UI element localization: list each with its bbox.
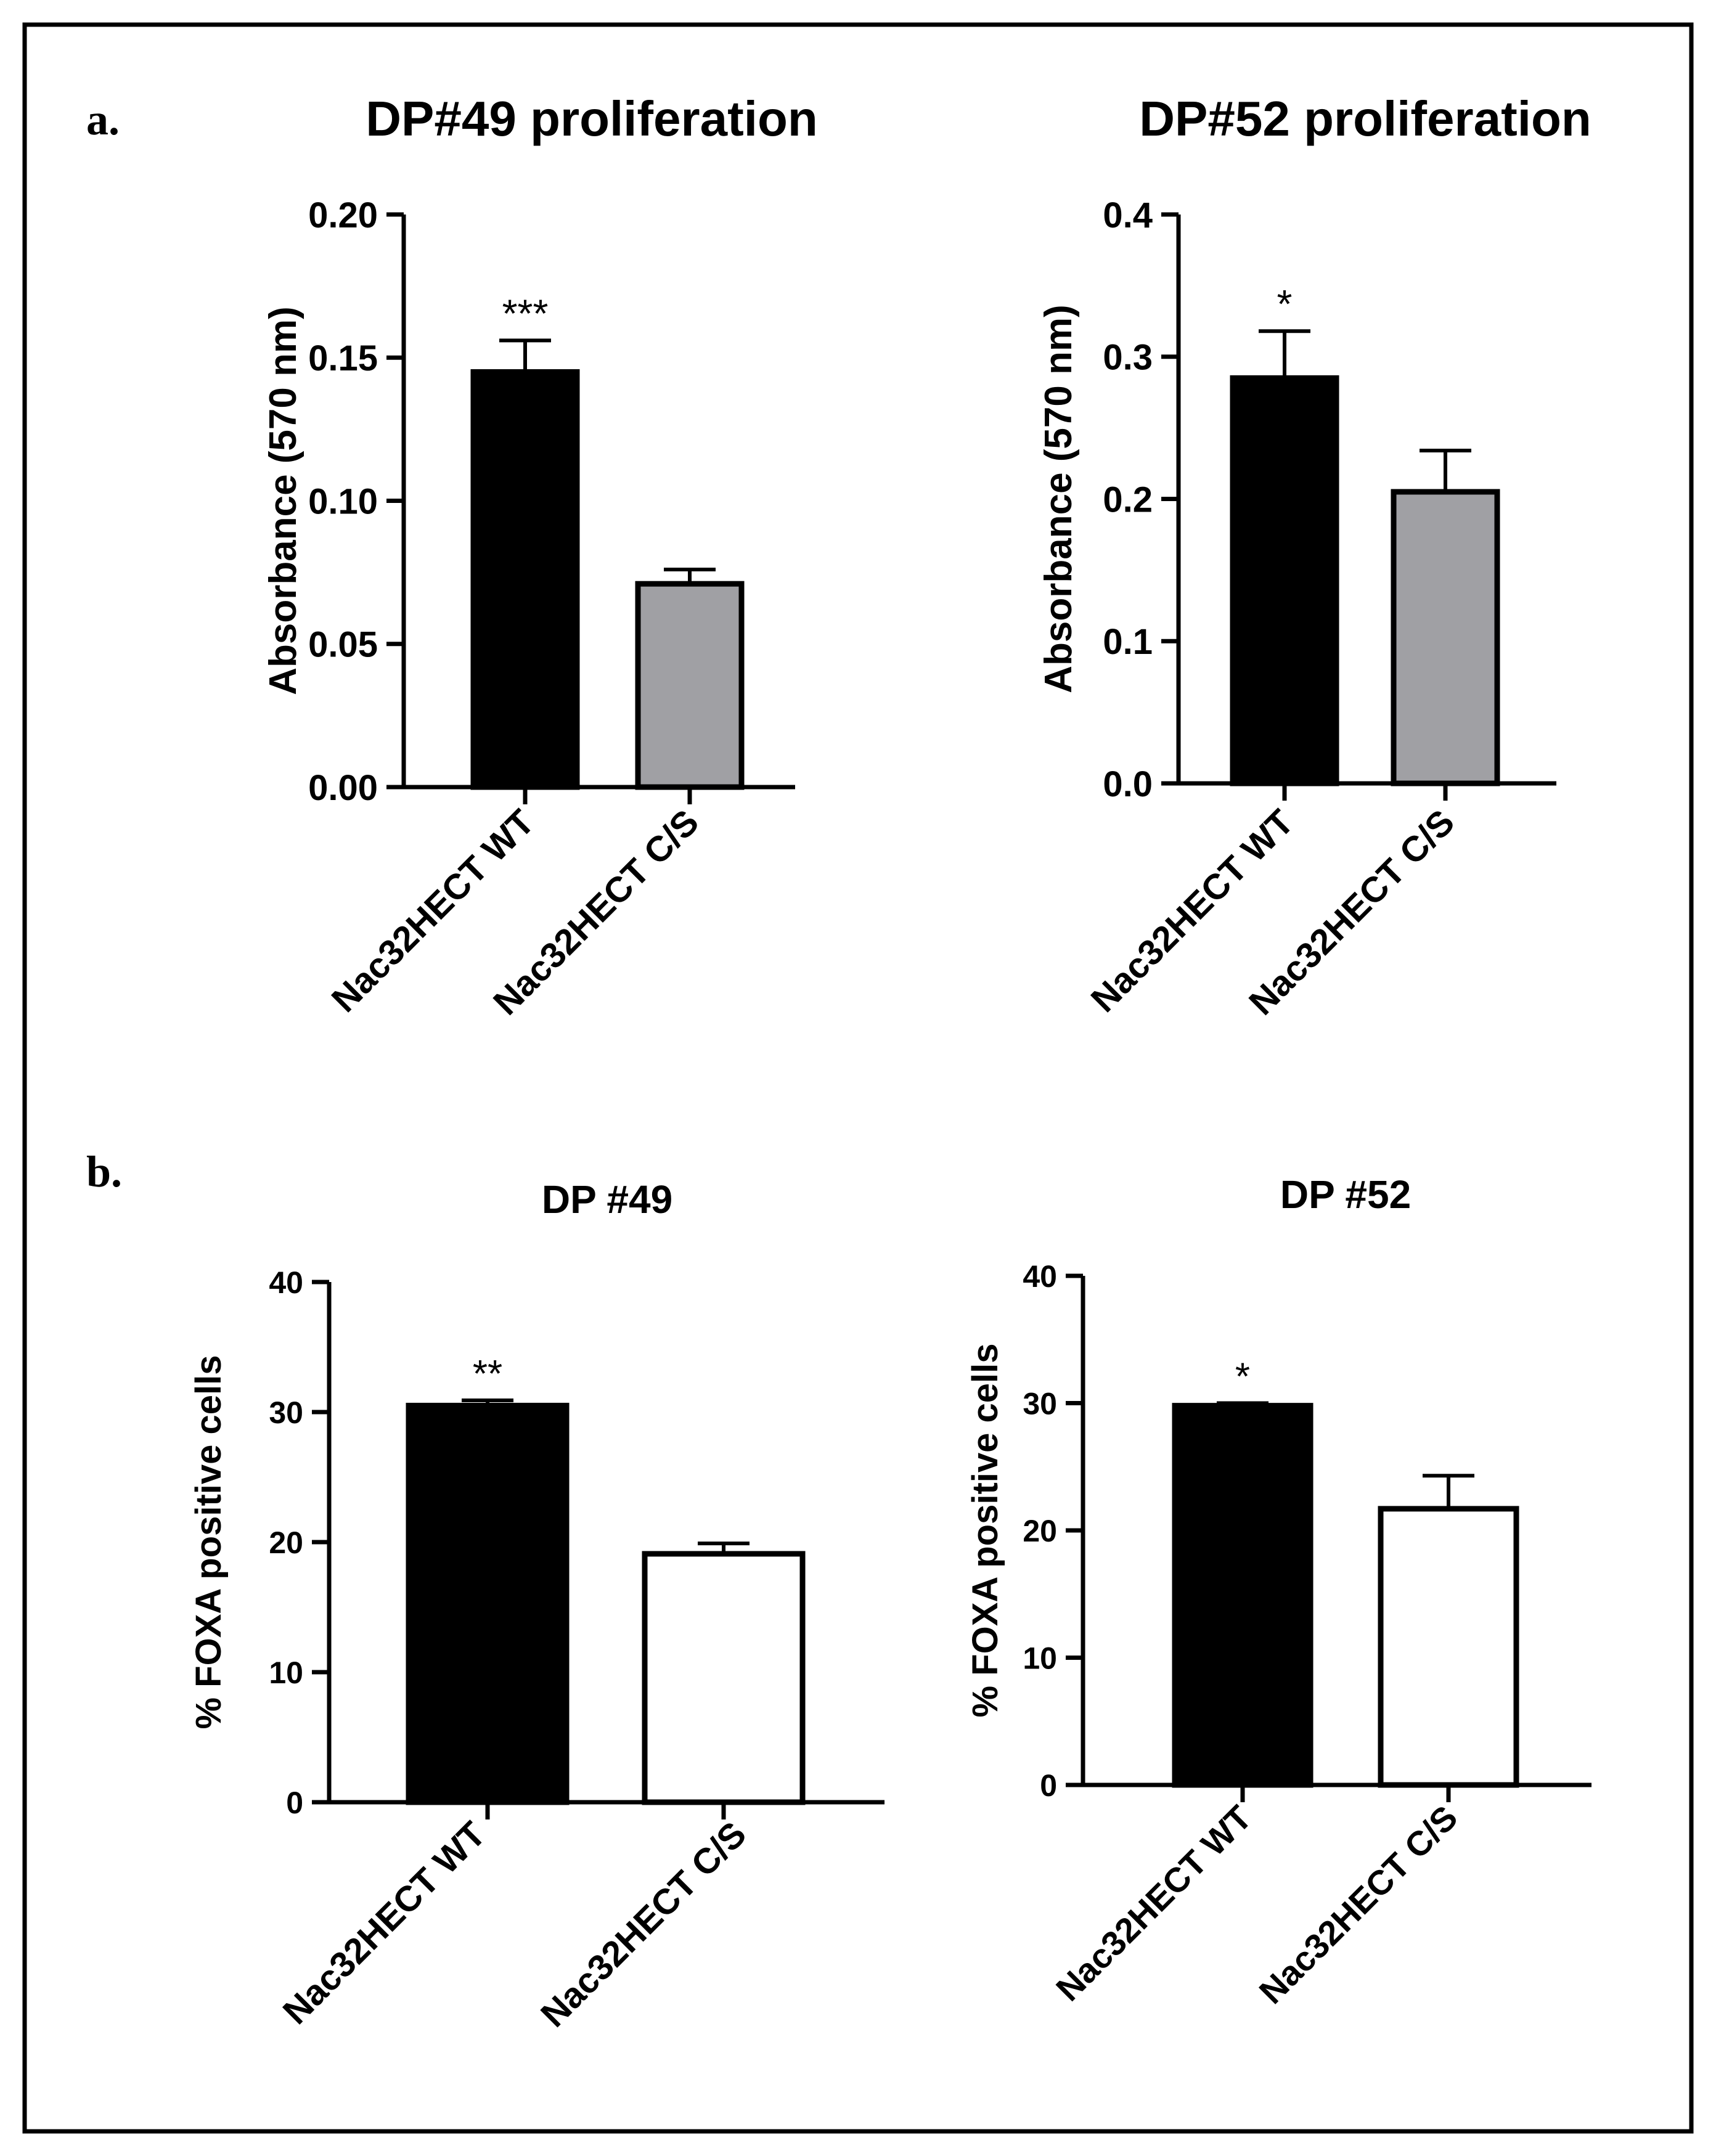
y-tick-label: 0 [1040,1768,1057,1803]
y-tick-label: 10 [1023,1641,1057,1676]
y-tick-label: 0.2 [1103,480,1153,520]
y-tick-label: 0.3 [1103,338,1153,378]
chart-title: DP#49 proliferation [366,91,818,146]
panel-letter-a: a. [86,95,120,144]
y-tick-label: 40 [269,1265,303,1300]
panel-letter-b: b. [86,1147,122,1196]
y-tick-label: 0.20 [308,195,378,235]
bar-cs [642,1551,806,1805]
y-tick-label: 0.0 [1103,764,1153,804]
significance-marker: *** [502,291,549,335]
y-tick-label: 0.4 [1103,195,1153,235]
bar-wt [470,369,580,790]
bar-cs [1391,489,1500,786]
y-tick-label: 0.10 [308,481,378,521]
y-tick-label: 0.00 [308,768,378,808]
y-tick-label: 30 [269,1395,303,1430]
bar-wt [1230,375,1339,786]
y-tick-label: 20 [269,1525,303,1560]
y-tick-label: 30 [1023,1387,1057,1421]
significance-marker: * [1277,282,1293,326]
chart-title: DP #52 [1280,1172,1411,1217]
y-tick-label: 10 [269,1656,303,1690]
y-axis-title: % FOXA positive cells [189,1355,229,1729]
y-axis-title: Absorbance (570 nm) [262,306,304,695]
significance-marker: * [1235,1356,1250,1399]
chart-title: DP#52 proliferation [1139,91,1591,146]
bar-wt [406,1402,570,1805]
y-tick-label: 0.1 [1103,622,1153,662]
y-tick-label: 0.05 [308,625,378,665]
y-tick-label: 0.15 [308,338,378,378]
y-tick-label: 0 [286,1786,303,1820]
y-axis-title: Absorbance (570 nm) [1037,304,1080,693]
bar-cs [1378,1506,1519,1788]
y-tick-label: 20 [1023,1514,1057,1548]
significance-marker: ** [473,1353,502,1395]
y-tick-label: 40 [1023,1259,1057,1294]
bar-wt [1172,1403,1314,1788]
bar-cs [635,581,745,790]
chart-title: DP #49 [542,1177,672,1222]
y-axis-title: % FOXA positive cells [965,1343,1005,1717]
